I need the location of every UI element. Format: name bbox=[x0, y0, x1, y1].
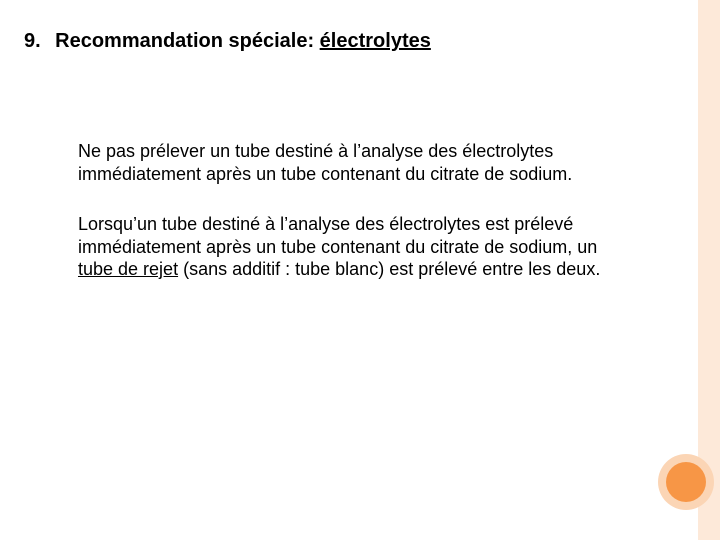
slide: 9. Recommandation spéciale: électrolytes… bbox=[0, 0, 720, 540]
heading-number: 9. bbox=[24, 30, 41, 53]
accent-circle-inner bbox=[666, 462, 706, 502]
heading-prefix: Recommandation spéciale: bbox=[55, 30, 320, 52]
slide-heading: 9. Recommandation spéciale: électrolytes bbox=[24, 30, 431, 53]
body-text: Ne pas prélever un tube destiné à l’anal… bbox=[78, 140, 603, 309]
para1-before: Ne pas prélever un tube destiné à l’anal… bbox=[78, 141, 572, 184]
para2-underlined: tube de rejet bbox=[78, 259, 178, 279]
para2-after: (sans additif : tube blanc) est prélevé … bbox=[178, 259, 600, 279]
paragraph-2: Lorsqu’un tube destiné à l’analyse des é… bbox=[78, 213, 603, 281]
heading-text: Recommandation spéciale: électrolytes bbox=[55, 30, 431, 52]
para2-before: Lorsqu’un tube destiné à l’analyse des é… bbox=[78, 214, 597, 257]
paragraph-1: Ne pas prélever un tube destiné à l’anal… bbox=[78, 140, 603, 185]
heading-underlined: électrolytes bbox=[320, 30, 431, 52]
